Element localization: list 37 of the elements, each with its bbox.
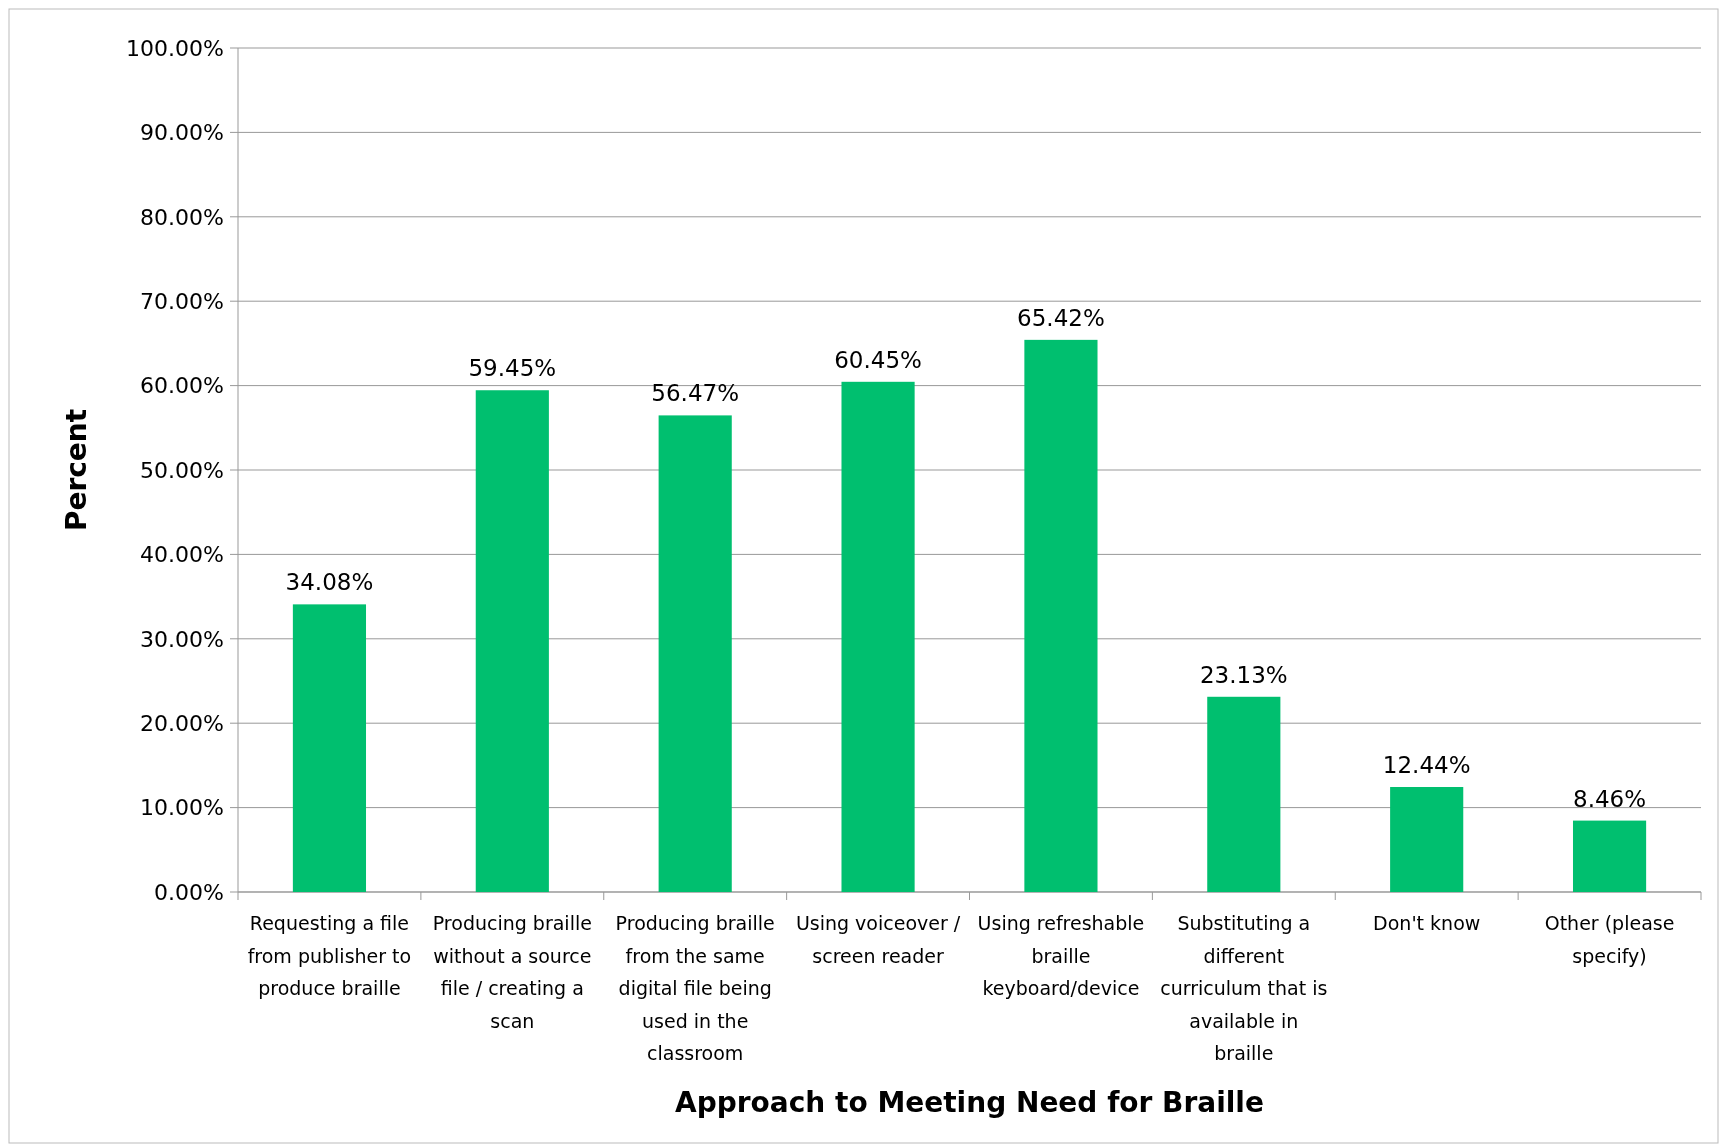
- data-label: 60.45%: [834, 346, 922, 373]
- data-label: 56.47%: [651, 380, 740, 407]
- y-tick-label: 20.00%: [140, 710, 224, 736]
- bar: [292, 604, 367, 892]
- x-tick-label: Using voiceover / screen reader: [795, 912, 961, 967]
- bar: [841, 381, 915, 892]
- x-tick-label: Don't know: [1373, 912, 1481, 934]
- bar: [658, 415, 732, 892]
- bar: [1207, 696, 1281, 892]
- data-label: 34.08%: [285, 569, 374, 596]
- y-tick-label: 90.00%: [140, 120, 224, 146]
- data-label: 23.13%: [1199, 661, 1288, 688]
- y-tick-label: 100.00%: [126, 35, 224, 61]
- y-tick-label: 80.00%: [140, 204, 224, 230]
- data-label: 65.42%: [1017, 304, 1105, 331]
- y-tick-label: 50.00%: [140, 457, 224, 483]
- x-tick-label: Using refreshable braille keyboard/device: [977, 912, 1145, 999]
- x-tick-label: Substituting a different curriculum that is available in braille: [1160, 912, 1328, 1064]
- bar: [1024, 339, 1098, 892]
- y-axis-title: Percent: [60, 408, 93, 532]
- data-label: 59.45%: [468, 355, 557, 382]
- bar: [1572, 820, 1647, 892]
- y-tick-label: 40.00%: [140, 542, 224, 568]
- x-tick-label: Other (please specify): [1544, 912, 1675, 967]
- x-axis-title: Approach to Meeting Need for Braille: [675, 1086, 1264, 1119]
- x-tick-label: Producing braille from the same digital file being used in the classroom: [615, 912, 775, 1064]
- data-label: 8.46%: [1573, 785, 1647, 812]
- x-tick-label: Requesting a file from publisher to produce braille: [247, 912, 412, 999]
- bar: [475, 390, 549, 892]
- y-tick-label: 30.00%: [140, 626, 224, 652]
- y-tick-label: 0.00%: [154, 879, 224, 905]
- x-tick-label: Producing braille without a source file / creating a scan: [432, 912, 592, 1032]
- bar: [1390, 787, 1464, 892]
- data-label: 12.44%: [1382, 752, 1471, 779]
- y-tick-label: 60.00%: [140, 373, 224, 399]
- y-tick-label: 70.00%: [140, 288, 224, 314]
- y-tick-label: 10.00%: [140, 795, 224, 821]
